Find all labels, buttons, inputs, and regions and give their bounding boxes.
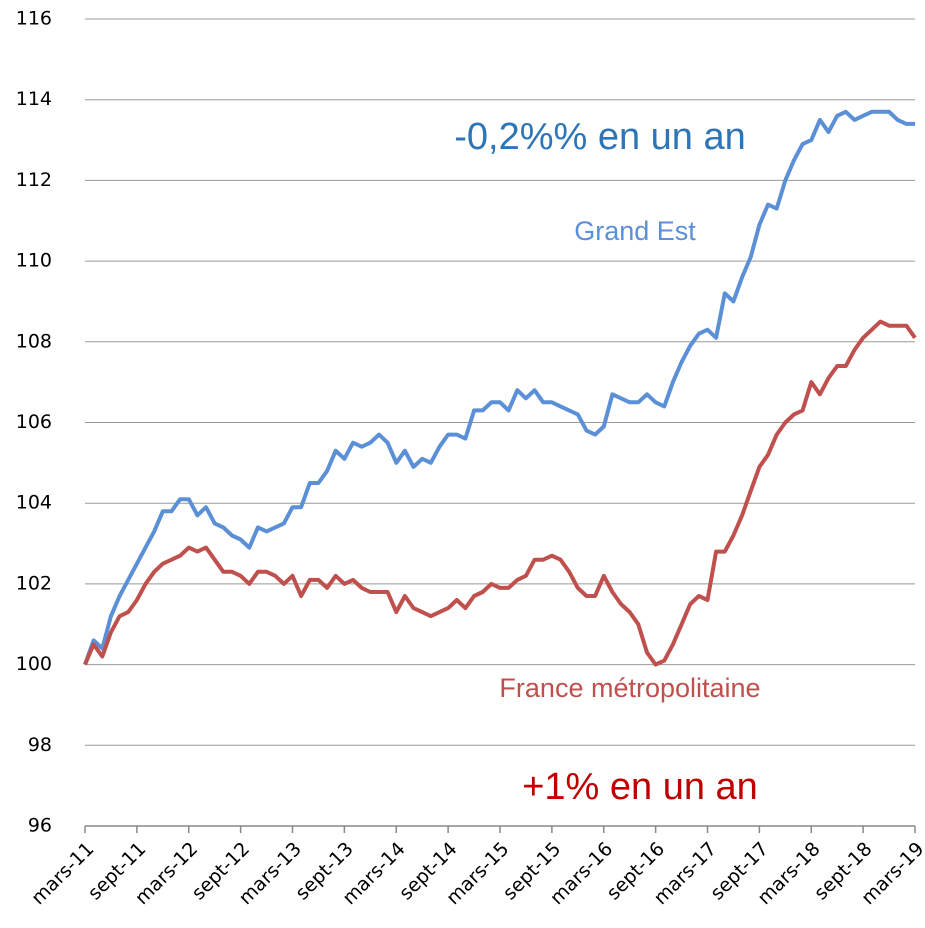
series-line xyxy=(83,109,915,666)
y-tick-label: 108 xyxy=(16,330,52,352)
y-tick-label: 98 xyxy=(28,734,52,756)
y-tick-label: 116 xyxy=(16,8,52,30)
y-tick-label: 96 xyxy=(28,815,52,837)
y-tick-label: 102 xyxy=(16,572,52,594)
x-tick-label: mars-11 xyxy=(27,838,98,909)
series-label: Grand Est xyxy=(574,216,696,246)
y-tick-label: 114 xyxy=(16,88,52,110)
y-tick-label: 112 xyxy=(16,169,52,191)
y-tick-label: 100 xyxy=(16,653,52,675)
series-label: France métropolitaine xyxy=(499,673,760,703)
series-line xyxy=(83,319,917,667)
y-tick-label: 110 xyxy=(16,250,52,272)
y-tick-label: 104 xyxy=(16,492,52,514)
annotation: +1% en un an xyxy=(522,766,758,808)
y-tick-label: 106 xyxy=(16,411,52,433)
annotation: -0,2%% en un an xyxy=(454,116,746,158)
